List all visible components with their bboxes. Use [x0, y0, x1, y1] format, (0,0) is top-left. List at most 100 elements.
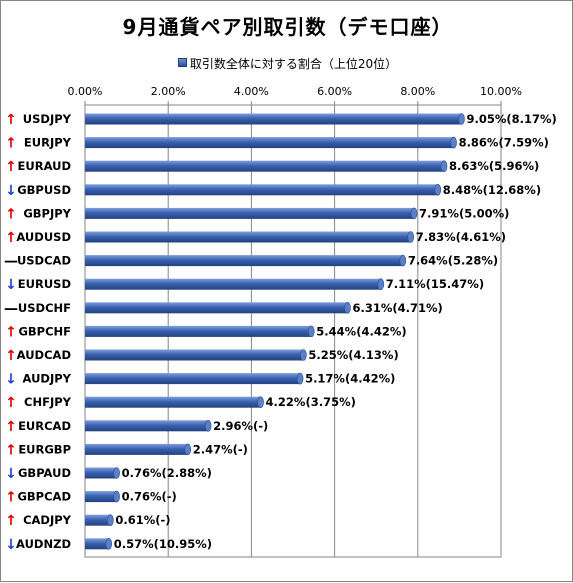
- bar: [85, 396, 261, 408]
- bar-end-cap: [113, 490, 120, 503]
- trend-up-icon: ↑: [5, 324, 17, 340]
- bar: [85, 207, 415, 219]
- category-label: GBPAUD: [18, 466, 71, 480]
- x-tick-label: 4.00%: [234, 85, 269, 98]
- bar-end-cap: [377, 278, 385, 291]
- trend-down-icon: ↓: [5, 183, 17, 199]
- trend-flat-icon: —: [4, 254, 18, 270]
- trend-up-icon: ↑: [5, 348, 17, 364]
- trend-up-icon: ↑: [5, 136, 17, 152]
- category-label: GBPJPY: [23, 206, 71, 220]
- bar-end-cap: [113, 467, 120, 479]
- x-tick-label: 10.00%: [480, 85, 522, 98]
- legend: 取引数全体に対する割合（上位20位）: [1, 55, 573, 72]
- bar-end-cap: [440, 160, 448, 172]
- category-label: EURGBP: [18, 442, 71, 456]
- trend-up-icon: ↑: [5, 442, 17, 458]
- data-label: 9.05%(8.17%): [466, 112, 556, 126]
- bar: [85, 160, 445, 172]
- trend-down-icon: ↓: [5, 537, 17, 553]
- trend-up-icon: ↑: [5, 206, 17, 222]
- bar: [85, 302, 348, 314]
- trend-down-icon: ↓: [5, 277, 17, 293]
- trend-up-icon: ↑: [5, 230, 17, 246]
- category-label: EURCAD: [18, 419, 71, 433]
- bar-end-cap: [458, 113, 465, 125]
- category-label: GBPUSD: [17, 183, 71, 197]
- x-tick-label: 2.00%: [151, 85, 186, 98]
- data-label: 0.57%(10.95%): [114, 537, 212, 551]
- data-label: 5.17%(4.42%): [305, 372, 395, 386]
- bar: [85, 137, 454, 149]
- bar-end-cap: [450, 136, 457, 149]
- bar: [85, 373, 301, 385]
- legend-swatch: [177, 58, 187, 67]
- category-label: USDCAD: [17, 254, 71, 268]
- bar-end-cap: [107, 514, 114, 527]
- category-label: USDCHF: [18, 301, 71, 315]
- data-label: 8.63%(5.96%): [449, 159, 539, 173]
- trend-up-icon: ↑: [5, 490, 17, 506]
- trend-up-icon: ↑: [5, 419, 17, 435]
- data-label: 2.96%(-): [213, 419, 268, 433]
- data-label: 0.76%(-): [122, 490, 177, 504]
- trend-up-icon: ↑: [5, 112, 17, 128]
- data-label: 8.48%(12.68%): [443, 183, 541, 197]
- bar: [85, 443, 188, 455]
- data-label: 8.86%(7.59%): [459, 136, 549, 150]
- bar: [85, 113, 462, 125]
- x-tick-label: 8.00%: [400, 85, 435, 98]
- category-label: AUDJPY: [23, 372, 72, 386]
- category-label: CHFJPY: [24, 395, 72, 409]
- bar: [85, 231, 411, 243]
- data-label: 7.91%(5.00%): [419, 206, 509, 220]
- trend-up-icon: ↑: [5, 513, 17, 529]
- category-label: AUDNZD: [16, 537, 71, 551]
- category-label: USDJPY: [23, 112, 72, 126]
- bar: [85, 491, 117, 503]
- bar-end-cap: [344, 301, 351, 314]
- data-label: 0.76%(2.88%): [122, 466, 212, 480]
- x-tick-label: 6.00%: [317, 85, 352, 98]
- bar-end-cap: [184, 443, 192, 456]
- data-label: 5.44%(4.42%): [316, 324, 406, 338]
- bar: [85, 467, 117, 479]
- category-label: GBPCAD: [17, 490, 71, 504]
- category-label: AUDUSD: [16, 230, 71, 244]
- bar-end-cap: [257, 396, 264, 409]
- bar-end-cap: [308, 325, 315, 338]
- bar: [85, 255, 403, 267]
- trend-up-icon: ↑: [5, 395, 17, 411]
- trend-up-icon: ↑: [5, 159, 17, 175]
- bar: [85, 538, 109, 550]
- data-label: 2.47%(-): [193, 442, 248, 456]
- chart-title: 9月通貨ペア別取引数（デモ口座）: [122, 15, 453, 39]
- bar-end-cap: [105, 537, 113, 550]
- bar-end-cap: [410, 207, 418, 220]
- bar-end-cap: [296, 372, 304, 385]
- data-label: 6.31%(4.71%): [352, 301, 442, 315]
- bar-end-cap: [204, 419, 212, 432]
- data-label: 4.22%(3.75%): [266, 395, 356, 409]
- data-label: 7.64%(5.28%): [408, 254, 498, 268]
- category-label: GBPCHF: [18, 324, 71, 338]
- data-label: 5.25%(4.13%): [308, 348, 398, 362]
- bar: [85, 325, 312, 337]
- bar: [85, 420, 209, 432]
- data-label: 7.83%(4.61%): [416, 230, 506, 244]
- bar-end-cap: [399, 254, 407, 267]
- category-label: AUDCAD: [17, 348, 71, 362]
- bar-end-cap: [434, 184, 442, 196]
- trend-flat-icon: —: [4, 301, 18, 317]
- bar-end-cap: [407, 231, 415, 243]
- category-label: EURUSD: [18, 277, 71, 291]
- bar: [85, 349, 304, 361]
- trend-down-icon: ↓: [5, 466, 17, 482]
- bar: [85, 278, 381, 290]
- category-label: CADJPY: [23, 513, 72, 527]
- legend-label: 取引数全体に対する割合（上位20位）: [189, 57, 398, 71]
- data-label: 0.61%(-): [115, 513, 170, 527]
- x-tick-label: 0.00%: [68, 85, 103, 98]
